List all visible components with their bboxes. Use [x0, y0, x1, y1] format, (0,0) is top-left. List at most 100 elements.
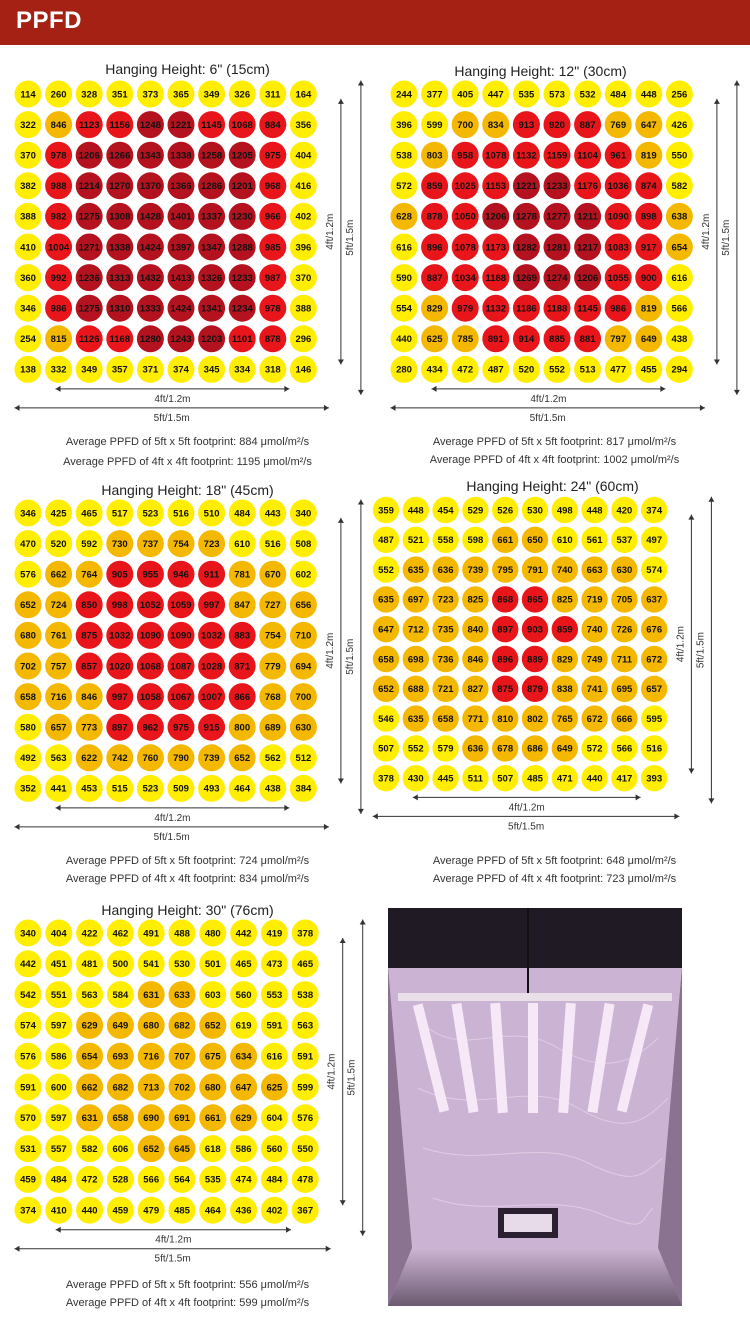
ppfd-value: 480	[205, 928, 221, 939]
dim-outer-v-label: 5ft/1.5m	[695, 632, 706, 668]
ppfd-value: 1087	[170, 661, 191, 672]
dim-inner-h-arrowhead	[431, 385, 437, 392]
ppfd-cell	[259, 325, 287, 353]
ppfd-value: 682	[112, 1082, 128, 1093]
ppfd-value: 442	[236, 928, 252, 939]
ppfd-cell	[198, 591, 226, 619]
ppfd-cell	[168, 1165, 196, 1193]
ppfd-value: 654	[671, 242, 688, 253]
ppfd-cell	[75, 713, 103, 741]
ppfd-value: 1104	[577, 151, 598, 162]
ppfd-cell	[451, 141, 479, 169]
ppfd-cell	[521, 735, 549, 762]
ppfd-cell	[14, 744, 42, 772]
ppfd-value: 1230	[232, 212, 253, 223]
ppfd-cell	[14, 1011, 42, 1039]
ppfd-value: 1188	[547, 304, 568, 315]
ppfd-cell	[289, 683, 317, 711]
ppfd-cell	[512, 264, 540, 292]
ppfd-value: 658	[112, 1113, 128, 1124]
ppfd-value: 552	[549, 365, 565, 376]
avg-5ft-text: Average PPFD of 5ft x 5ft footprint: 648…	[432, 855, 677, 867]
ppfd-value: 769	[610, 120, 626, 131]
ppfd-value: 997	[204, 600, 220, 611]
ppfd-value: 771	[467, 714, 484, 725]
ppfd-cell	[167, 111, 195, 139]
chart-title: Hanging Height: 24" (60cm)	[466, 478, 639, 494]
ppfd-cell	[289, 652, 317, 680]
ppfd-value: 827	[467, 684, 483, 695]
ppfd-value: 883	[234, 631, 250, 642]
avg-5ft-text: Average PPFD of 5ft x 5ft footprint: 556…	[65, 1279, 310, 1291]
ppfd-cell	[106, 1011, 134, 1039]
ppfd-value: 1004	[48, 242, 70, 253]
ppfd-cell	[45, 355, 73, 383]
ppfd-value: 1090	[140, 631, 161, 642]
avg-4ft-text: Average PPFD of 4ft x 4ft footprint: 599…	[65, 1297, 310, 1309]
ppfd-cell	[167, 652, 195, 680]
ppfd-cell	[45, 141, 73, 169]
ppfd-cell	[482, 80, 510, 108]
ppfd-value: 603	[205, 990, 221, 1001]
ppfd-cell	[259, 744, 287, 772]
ppfd-value: 442	[20, 959, 36, 970]
ppfd-value: 1201	[232, 181, 254, 192]
ppfd-value: 702	[174, 1082, 190, 1093]
ppfd-cell	[451, 233, 479, 261]
ppfd-value: 716	[143, 1052, 159, 1063]
ppfd-value: 574	[646, 565, 663, 576]
ppfd-cell	[492, 645, 519, 673]
ppfd-cell	[641, 586, 668, 613]
ppfd-cell	[462, 705, 489, 732]
ppfd-cell	[198, 325, 226, 353]
ppfd-value: 657	[51, 723, 67, 734]
ppfd-value: 582	[82, 1144, 98, 1155]
ppfd-cell	[482, 325, 510, 353]
ppfd-value: 535	[205, 1175, 222, 1186]
ppfd-value: 917	[641, 242, 657, 253]
ppfd-value: 1308	[109, 212, 130, 223]
ppfd-value: 1424	[170, 304, 192, 315]
ppfd-value: 1248	[140, 120, 161, 131]
ppfd-value: 1028	[201, 661, 222, 672]
ppfd-cell	[551, 705, 578, 732]
ppfd-cell	[167, 80, 195, 108]
ppfd-value: 553	[266, 990, 282, 1001]
ppfd-value: 1153	[485, 181, 506, 192]
ppfd-cell	[451, 294, 479, 322]
ppfd-value: 509	[173, 784, 189, 795]
ppfd-value: 1188	[485, 273, 506, 284]
ppfd-value: 507	[497, 774, 513, 785]
ppfd-value: 915	[204, 723, 221, 734]
ppfd-value: 691	[174, 1113, 191, 1124]
ppfd-cell	[432, 496, 459, 524]
ppfd-value: 975	[173, 723, 190, 734]
ppfd-cell	[75, 652, 103, 680]
ppfd-cell	[14, 713, 42, 741]
ppfd-value: 464	[205, 1206, 222, 1217]
ppfd-value: 438	[671, 334, 687, 345]
ppfd-value: 610	[557, 535, 573, 546]
ppfd-value: 1078	[455, 242, 476, 253]
ppfd-value: 512	[295, 753, 311, 764]
ppfd-cell	[75, 744, 103, 772]
ppfd-cell	[168, 1196, 196, 1224]
ppfd-cell	[581, 765, 608, 792]
ppfd-value: 546	[378, 714, 394, 725]
ppfd-cell	[167, 530, 195, 558]
ppfd-cell	[604, 325, 632, 353]
ppfd-cell	[432, 645, 459, 673]
ppfd-cell	[14, 621, 42, 649]
ppfd-value: 1206	[485, 212, 506, 223]
header-banner: PPFD	[0, 0, 750, 45]
ppfd-value: 436	[236, 1206, 252, 1217]
ppfd-value: 1052	[140, 600, 161, 611]
ppfd-value: 672	[587, 714, 603, 725]
ppfd-value: 797	[610, 334, 626, 345]
ppfd-value: 881	[580, 334, 597, 345]
ppfd-cell	[604, 355, 632, 383]
ppfd-value: 634	[236, 1052, 253, 1063]
ppfd-value: 402	[266, 1206, 282, 1217]
ppfd-cell	[198, 652, 226, 680]
ppfd-value: 244	[396, 89, 413, 100]
